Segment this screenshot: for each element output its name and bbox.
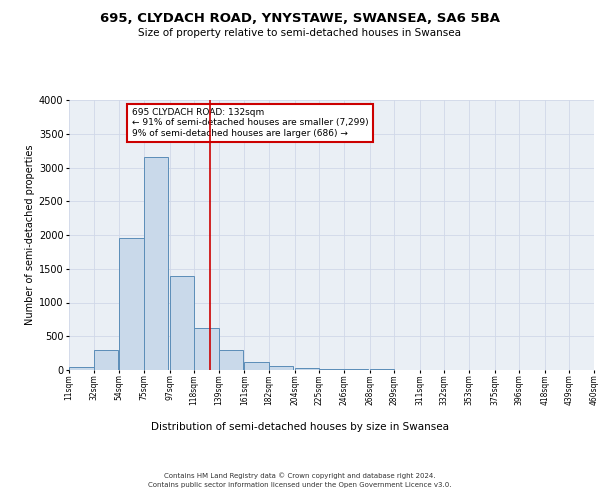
Y-axis label: Number of semi-detached properties: Number of semi-detached properties	[25, 145, 35, 325]
Bar	[69, 366, 94, 370]
Text: 695, CLYDACH ROAD, YNYSTAWE, SWANSEA, SA6 5BA: 695, CLYDACH ROAD, YNYSTAWE, SWANSEA, SA…	[100, 12, 500, 26]
Bar	[144, 158, 169, 370]
Bar	[170, 276, 194, 370]
Bar	[94, 350, 118, 370]
Text: Size of property relative to semi-detached houses in Swansea: Size of property relative to semi-detach…	[139, 28, 461, 38]
Text: Contains HM Land Registry data © Crown copyright and database right 2024.
Contai: Contains HM Land Registry data © Crown c…	[148, 472, 452, 488]
Bar	[119, 238, 144, 370]
Bar	[269, 366, 293, 370]
Text: 695 CLYDACH ROAD: 132sqm
← 91% of semi-detached houses are smaller (7,299)
9% of: 695 CLYDACH ROAD: 132sqm ← 91% of semi-d…	[132, 108, 368, 138]
Bar	[319, 369, 344, 370]
Bar	[295, 368, 319, 370]
Bar	[244, 362, 269, 370]
Bar	[194, 328, 218, 370]
Text: Distribution of semi-detached houses by size in Swansea: Distribution of semi-detached houses by …	[151, 422, 449, 432]
Bar	[218, 350, 243, 370]
